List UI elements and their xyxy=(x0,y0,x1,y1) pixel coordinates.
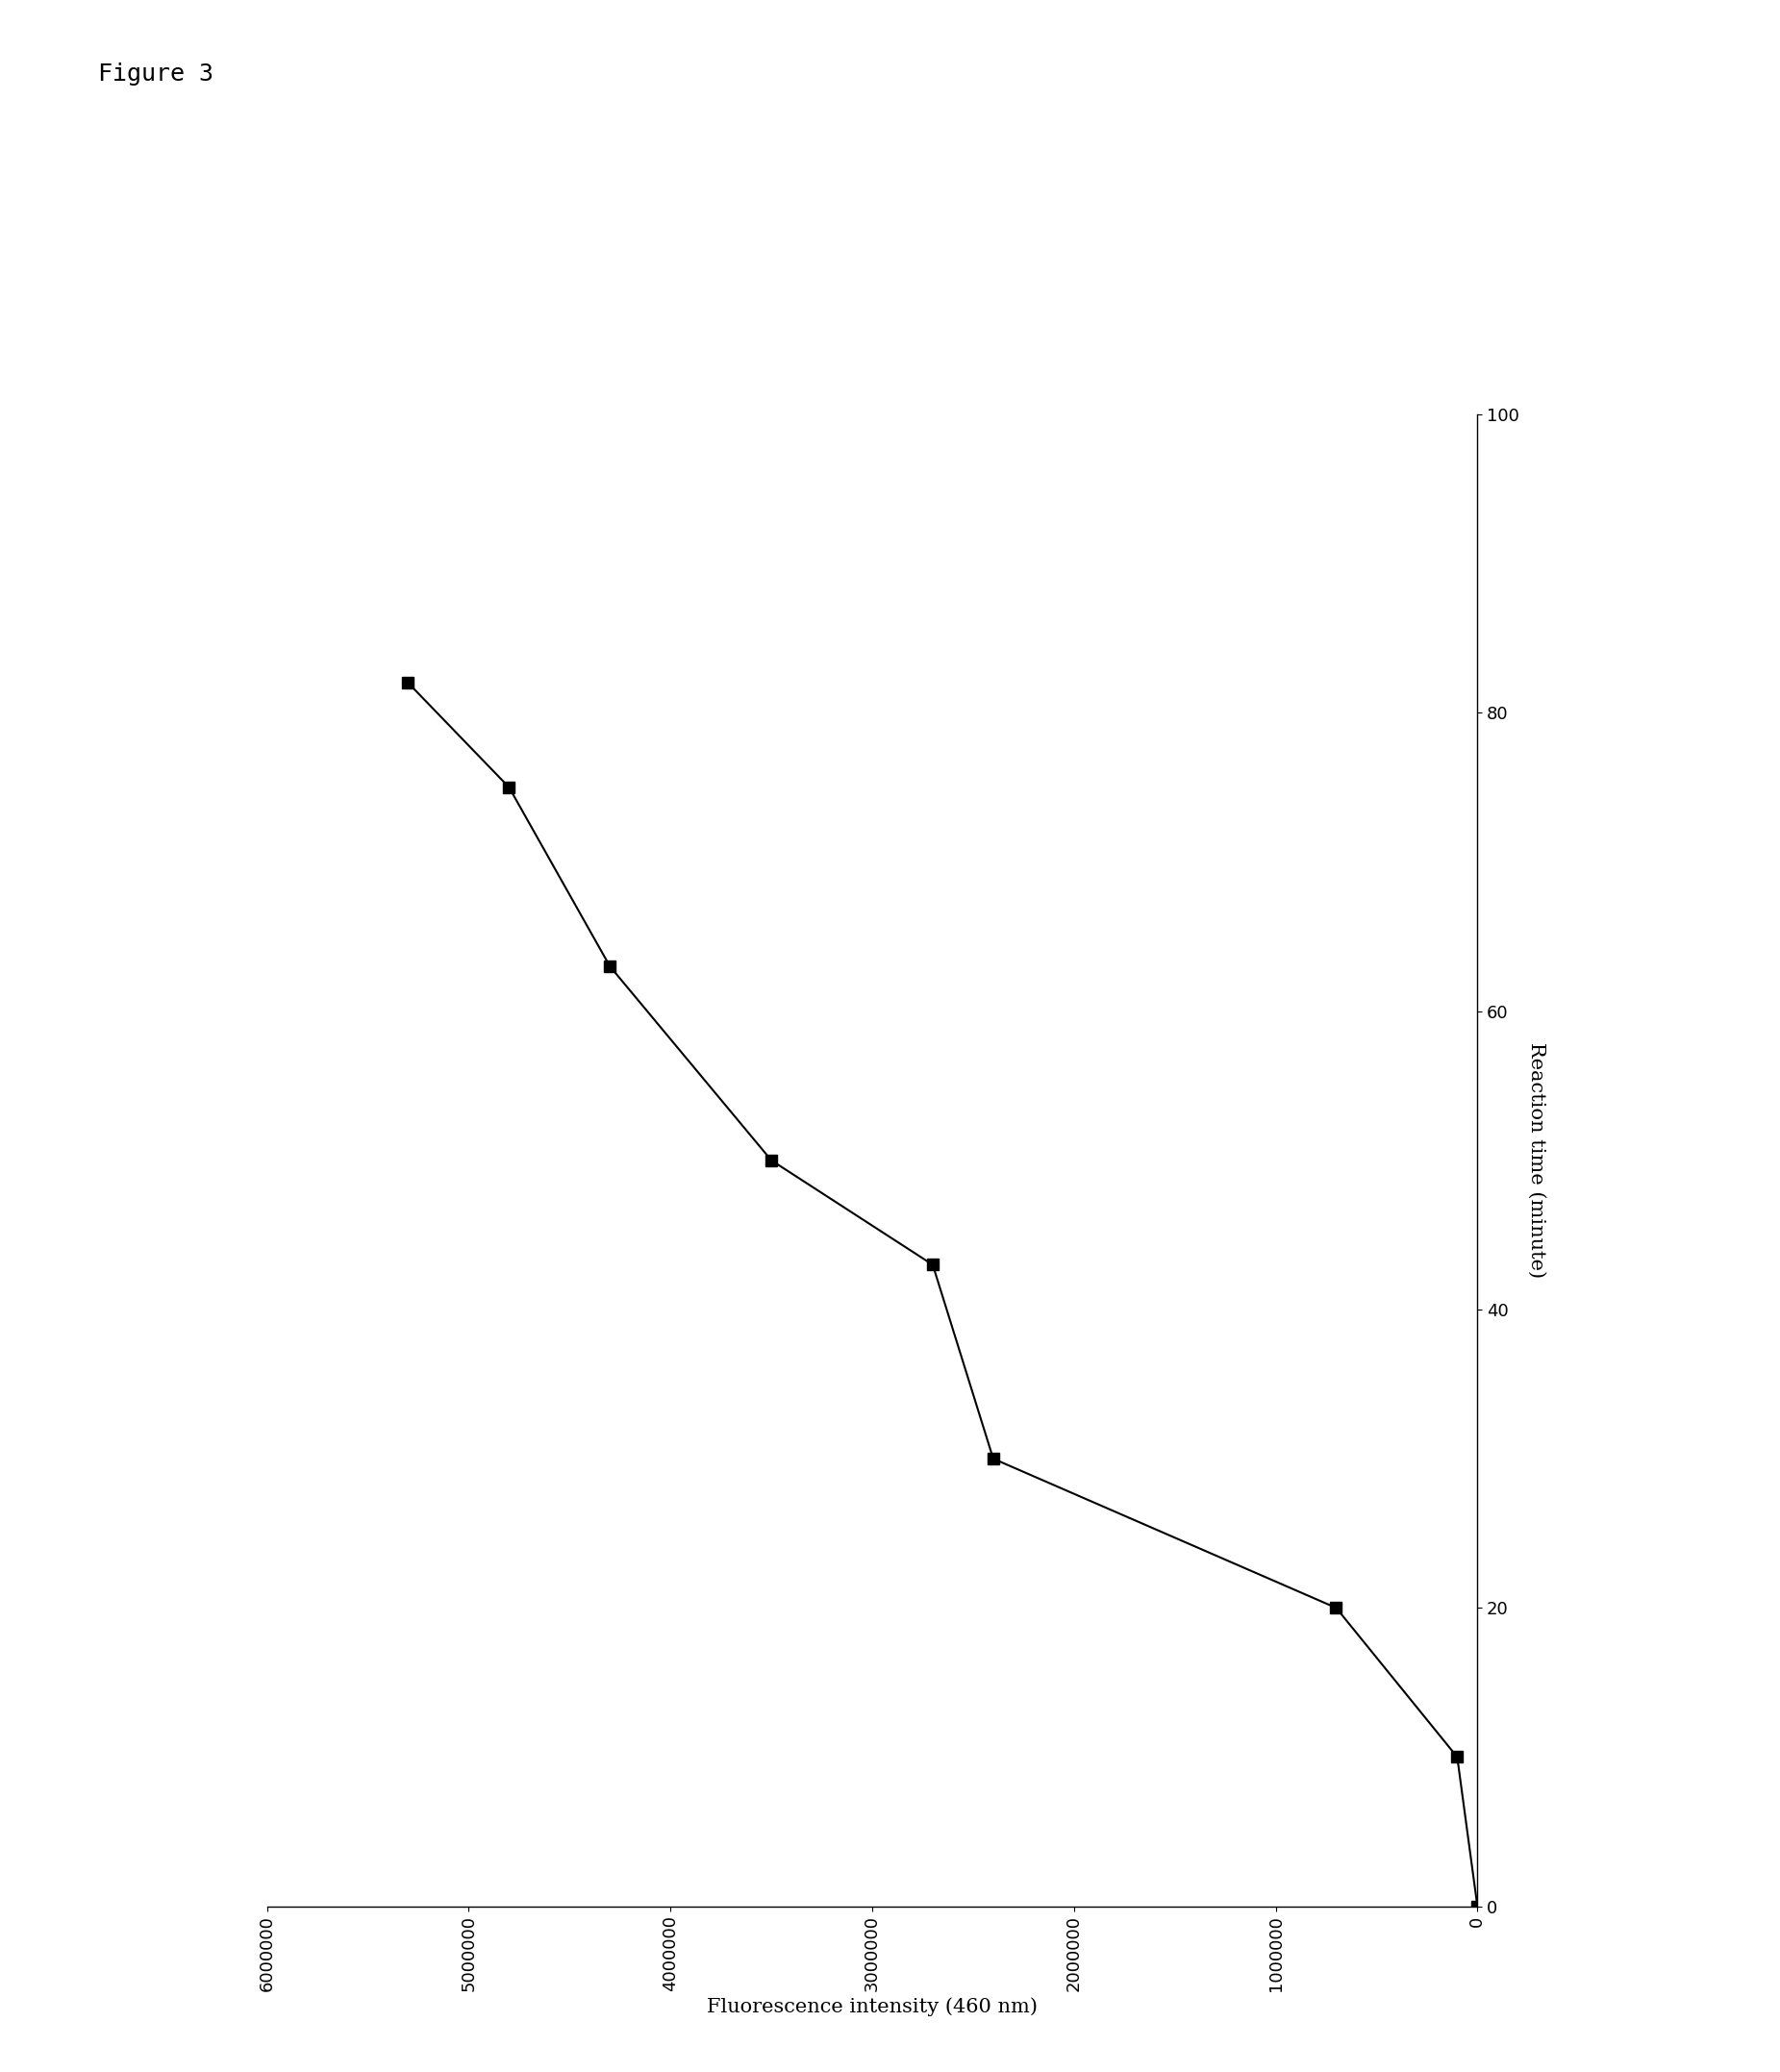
Text: Figure 3: Figure 3 xyxy=(98,62,214,85)
X-axis label: Fluorescence intensity (460 nm): Fluorescence intensity (460 nm) xyxy=(707,1997,1038,2016)
Y-axis label: Reaction time (minute): Reaction time (minute) xyxy=(1527,1042,1547,1278)
